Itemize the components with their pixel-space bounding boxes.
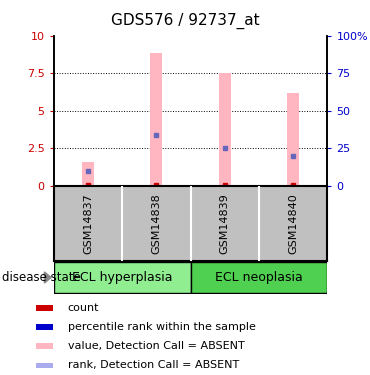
Bar [219,73,231,186]
Text: value, Detection Call = ABSENT: value, Detection Call = ABSENT [68,341,245,351]
Bar [82,162,94,186]
Text: ECL hyperplasia: ECL hyperplasia [72,271,172,284]
Bar [36,363,53,368]
Text: GSM14837: GSM14837 [83,193,93,254]
Text: percentile rank within the sample: percentile rank within the sample [68,322,256,332]
Bar [36,324,53,330]
Text: rank, Detection Call = ABSENT: rank, Detection Call = ABSENT [68,360,239,370]
Bar [150,53,162,186]
Bar [36,344,53,349]
Bar [36,305,53,310]
Text: GDS576 / 92737_at: GDS576 / 92737_at [111,13,259,29]
Text: GSM14840: GSM14840 [288,193,298,254]
Text: count: count [68,303,99,313]
Bar [287,93,299,186]
Text: ECL neoplasia: ECL neoplasia [215,271,303,284]
FancyBboxPatch shape [54,262,191,293]
Text: disease state: disease state [2,271,81,284]
FancyBboxPatch shape [191,262,327,293]
Text: GSM14838: GSM14838 [151,193,161,254]
Text: GSM14839: GSM14839 [220,193,230,254]
